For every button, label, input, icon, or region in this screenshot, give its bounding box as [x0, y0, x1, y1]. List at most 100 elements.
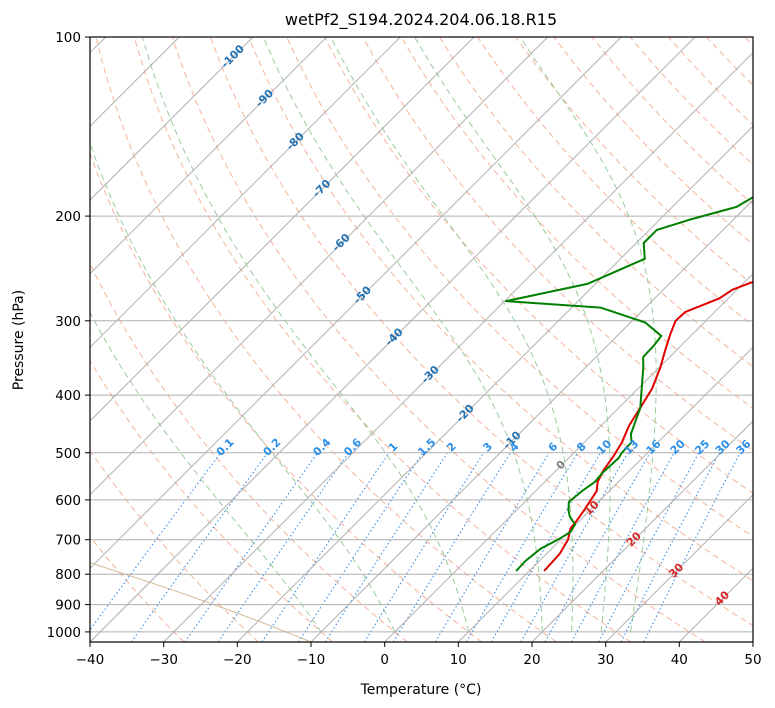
y-tick-label: 400: [55, 388, 81, 404]
moist-adiabat-line: [90, 141, 396, 633]
dry-adiabat-line: [90, 359, 334, 642]
dry-adiabat-line: [668, 37, 753, 126]
moist-adiabats: [90, 37, 657, 633]
dry-adiabat-line: [515, 37, 753, 286]
y-axis: 100 200 300 400 500 600 700 800 900 1000: [47, 30, 90, 641]
dry-adiabat-line: [324, 37, 753, 494]
dry-adiabat-line: [629, 37, 753, 166]
mixing-ratio-label: 10: [594, 437, 614, 457]
mixing-ratio-line: [465, 452, 579, 642]
mixing-ratio-line: [598, 452, 700, 642]
x-tick-label: 20: [523, 652, 540, 668]
profiles: [505, 196, 753, 572]
moist-adiabat-line: [90, 311, 322, 633]
dry-adiabat-line: [438, 37, 753, 368]
isotherm-line: [752, 641, 753, 642]
isotherm-line: [163, 51, 753, 642]
dry-adiabat-line: [248, 37, 753, 582]
x-tick-label: 0: [380, 652, 389, 668]
isotherm-line: [678, 567, 753, 642]
x-tick-label: −30: [149, 652, 178, 668]
isotherm-line: [531, 420, 753, 642]
mixing-ratio-line: [520, 452, 629, 642]
mixing-ratio-line: [571, 452, 675, 642]
mixing-ratio-line: [544, 452, 651, 642]
mixing-ratio-line: [392, 452, 511, 642]
dry-adiabat-line: [90, 449, 259, 642]
dry-adiabat-line: [553, 37, 753, 246]
mixing-ratio-label: 0.4: [310, 436, 333, 459]
moist-adiabat-line: [519, 37, 657, 632]
mixing-ratio-line: [130, 452, 269, 642]
x-tick-label: −10: [297, 652, 326, 668]
y-tick-label: 700: [55, 533, 81, 549]
x-tick-label: −20: [223, 652, 252, 668]
moist-adiabat-line: [330, 37, 574, 632]
isotherm-line: [310, 199, 753, 642]
isotherm-line: [90, 37, 549, 496]
mixing-ratio-label: 20: [668, 437, 688, 457]
dry-adiabat-line: [744, 37, 753, 47]
mixing-ratio-label: 36: [734, 437, 754, 457]
y-tick-label: 900: [55, 598, 81, 614]
x-tick-label: 30: [597, 652, 614, 668]
mixing-ratio-label: 25: [692, 437, 712, 457]
mixing-ratio-label: 0.1: [214, 436, 237, 459]
x-tick-label: 40: [671, 652, 688, 668]
y-tick-label: 200: [55, 209, 81, 225]
mixing-ratio-line: [434, 452, 550, 642]
dry-adiabat-line: [591, 37, 753, 206]
y-tick-label: 100: [55, 30, 81, 46]
isotherm-line: [605, 493, 753, 642]
x-axis: −40 −30 −20 −10 0 10 20 30 40 50: [76, 642, 762, 668]
dry-adiabat-line: [171, 37, 706, 642]
mixing-ratio-label: 0.2: [261, 436, 284, 459]
mixing-ratio-label: 30: [713, 437, 733, 457]
x-tick-label: 10: [450, 652, 467, 668]
y-tick-label: 500: [55, 446, 81, 462]
y-tick-label: 300: [55, 314, 81, 330]
background-curve: [90, 562, 312, 642]
y-tick-label: 1000: [47, 625, 81, 641]
mixing-ratio-lines: [90, 452, 741, 642]
chart-title: wetPf2_S194.2024.204.06.18.R15: [285, 10, 557, 30]
isotherm-line: [90, 37, 254, 201]
dry-adiabat-line: [90, 535, 185, 642]
y-tick-label: 800: [55, 567, 81, 583]
dry-adiabat-line: [133, 37, 632, 642]
x-axis-label: Temperature (°C): [360, 682, 482, 698]
moist-adiabat-line: [141, 37, 469, 633]
dry-adiabats: [90, 37, 753, 642]
plot-frame: [89, 36, 754, 643]
isotherms: [90, 37, 753, 642]
isotherm-line: [457, 346, 753, 642]
mixing-ratio-line: [90, 452, 222, 631]
isobars: [90, 215, 753, 633]
mixing-ratio-line: [324, 452, 448, 642]
dry-adiabat-line: [706, 37, 753, 86]
dry-adiabat-line: [477, 37, 753, 327]
dry-adiabat-line: [286, 37, 753, 538]
temperature-line: [543, 280, 753, 572]
mixing-ratio-line: [261, 452, 390, 642]
mixing-ratio-line: [363, 452, 485, 642]
isotherm-line: [236, 125, 753, 642]
dry-adiabat-line: [95, 37, 557, 642]
isotherm-line: [384, 272, 753, 642]
dry-adiabat-line: [90, 262, 408, 642]
isotherm-label: -60: [330, 231, 353, 254]
y-axis-label: Pressure (hPa): [11, 290, 27, 390]
dewpoint-line: [505, 196, 753, 572]
isotherm-line: [90, 37, 328, 275]
mixing-ratio-line: [297, 452, 424, 642]
isotherm-line: [90, 37, 401, 349]
isotherm-line: [90, 37, 696, 642]
mixing-ratio-line: [643, 452, 741, 642]
isotherm-line: [90, 37, 475, 422]
background-curves: [90, 562, 312, 642]
mixing-ratio-line: [620, 452, 720, 642]
plot-area: -100-90-80-70-60-50-40-30-20-10010203040…: [90, 37, 754, 642]
mixing-ratio-label: 13: [621, 437, 641, 457]
y-tick-label: 600: [55, 493, 81, 509]
isotherm-line: [90, 37, 622, 570]
